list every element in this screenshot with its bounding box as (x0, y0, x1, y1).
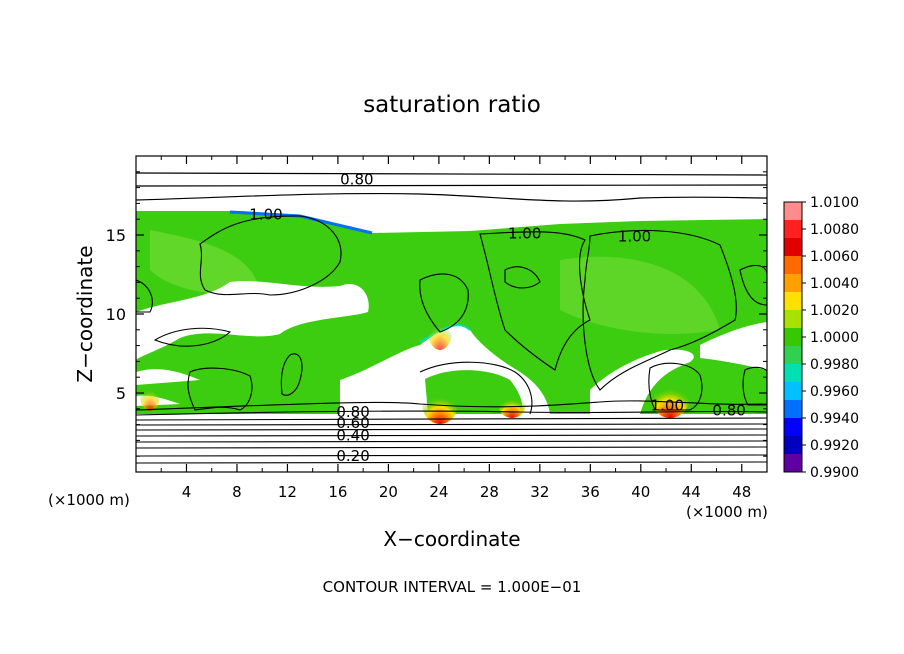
y-axis: 5 10 15 (106, 171, 767, 457)
colorbar-segment (784, 292, 802, 311)
x-tick-label: 44 (682, 483, 701, 501)
x-tick-label: 48 (732, 483, 751, 501)
x-tick-label: 40 (631, 483, 650, 501)
upper-contours (136, 172, 767, 202)
colorbar-segment (784, 364, 802, 383)
field-hotspot (422, 384, 458, 424)
x-tick-label: 4 (182, 483, 192, 501)
colorbar: 1.0100 1.0080 1.0060 1.0040 1.0020 1.0000 0.99… (783, 195, 859, 481)
x-tick-label: 12 (278, 483, 297, 501)
colorbar-label: 1.0000 (810, 330, 859, 346)
contour-label: 1.00 (618, 228, 651, 246)
x-tick-label: 16 (328, 483, 347, 501)
field-hotspot (498, 390, 526, 418)
contour-label: 0.40 (336, 427, 369, 445)
contour-label: 1.00 (249, 205, 282, 223)
colorbar-segment (784, 454, 802, 473)
colorbar-segment (784, 202, 802, 221)
x-unit-left: (×1000 m) (48, 491, 130, 509)
field-dry-region (590, 349, 694, 414)
y-tick-label: 15 (106, 226, 126, 245)
contour-interval-text: CONTOUR INTERVAL = 1.000E−01 (323, 578, 582, 596)
field-hotspot (650, 374, 690, 418)
colorbar-label: 0.9960 (810, 384, 859, 400)
y-axis-label: Z−coordinate (73, 245, 97, 382)
x-unit-right: (×1000 m) (686, 503, 768, 521)
colorbar-label: 0.9900 (810, 465, 859, 481)
chart-title: saturation ratio (363, 92, 541, 118)
colorbar-segment (784, 238, 802, 257)
contour-label: 1.00 (651, 397, 684, 415)
colorbar-segment (784, 274, 802, 293)
x-tick-label: 28 (480, 483, 499, 501)
contour-label: 0.80 (712, 401, 745, 419)
colorbar-label: 1.0100 (810, 195, 859, 211)
y-tick-label: 5 (116, 384, 126, 403)
colorbar-segment (784, 418, 802, 437)
field-hotspot (140, 379, 160, 411)
saturation-field (136, 172, 767, 464)
colorbar-label: 1.0060 (810, 249, 859, 265)
contour-label: 0.20 (336, 447, 369, 465)
x-tick-label: 20 (379, 483, 398, 501)
colorbar-segment (784, 382, 802, 401)
field-dry-region (700, 322, 767, 370)
x-axis: 4 8 12 16 20 24 28 32 36 40 44 48 (160, 156, 751, 501)
x-tick-label: 24 (429, 483, 448, 501)
field-dry-region (136, 281, 369, 360)
field-light-patch (560, 256, 720, 334)
colorbar-label: 1.0080 (810, 222, 859, 238)
contour-labels: 0.801.001.00 1.000.800.600.400.201.00 0.80 (249, 171, 746, 466)
colorbar-segment (784, 310, 802, 329)
y-tick-label: 10 (106, 305, 126, 324)
contour-label: 0.80 (340, 171, 373, 189)
colorbar-segment (784, 400, 802, 419)
field-light-patch (150, 230, 260, 294)
colorbar-label: 0.9920 (810, 438, 859, 454)
x-tick-label: 32 (530, 483, 549, 501)
colorbar-segment (784, 346, 802, 365)
x-axis-label: X−coordinate (383, 527, 520, 551)
colorbar-segment (784, 436, 802, 455)
colorbar-label: 0.9940 (810, 411, 859, 427)
colorbar-label: 0.9980 (810, 357, 859, 373)
cloud-contours (136, 215, 767, 415)
colorbar-segment (784, 256, 802, 275)
colorbar-label: 1.0020 (810, 303, 859, 319)
colorbar-segment (784, 220, 802, 239)
contour-label: 1.00 (508, 224, 541, 242)
colorbar-segment (784, 328, 802, 347)
x-tick-label: 36 (581, 483, 600, 501)
contour-label: 0.60 (336, 414, 369, 432)
x-tick-label: 8 (232, 483, 242, 501)
contour-label: 0.80 (336, 403, 369, 421)
colorbar-label: 1.0040 (810, 276, 859, 292)
